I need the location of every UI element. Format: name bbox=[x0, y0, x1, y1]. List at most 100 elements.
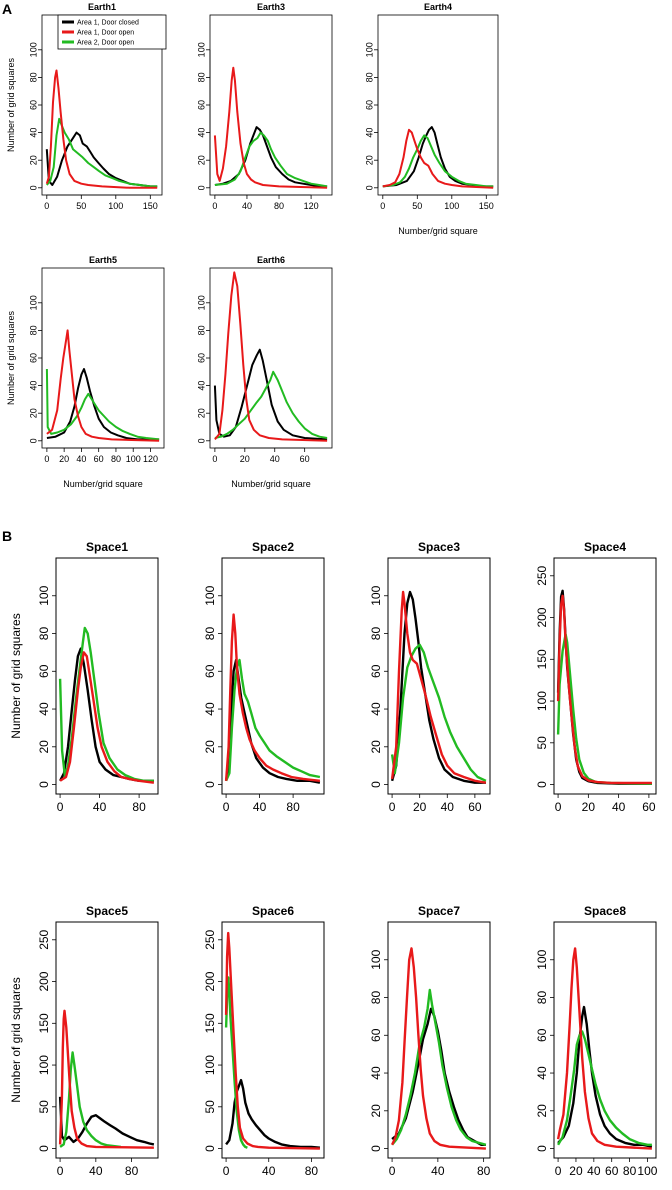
y-tick-label: 0 bbox=[203, 1145, 217, 1152]
y-tick-label: 0 bbox=[535, 781, 549, 788]
y-tick-label: 250 bbox=[203, 929, 217, 949]
series-line-open bbox=[391, 947, 486, 1150]
y-tick-label: 80 bbox=[369, 627, 383, 641]
chart-space3: Space3 0 20 40 60 0 20 40 60 80 100 bbox=[369, 540, 491, 814]
series-line-open bbox=[556, 947, 652, 1150]
x-tick-label: 0 bbox=[555, 800, 562, 814]
y-tick-label: 0 bbox=[364, 185, 374, 190]
chart-title: Earth4 bbox=[424, 2, 452, 12]
x-tick-label: 100 bbox=[126, 454, 141, 464]
series-line-area2 bbox=[557, 1030, 652, 1147]
y-tick-label: 60 bbox=[364, 100, 374, 110]
y-tick-label: 100 bbox=[196, 42, 206, 57]
series-line-open bbox=[59, 651, 155, 784]
series-line-area2 bbox=[45, 368, 160, 441]
y-tick-label: 40 bbox=[203, 702, 217, 716]
x-tick-label: 40 bbox=[262, 1164, 276, 1178]
x-tick-label: 20 bbox=[413, 800, 427, 814]
chart-earth4: Earth4 0 50 100 150 0 20 40 60 80 100 Number/grid s… bbox=[364, 2, 499, 236]
y-tick-label: 60 bbox=[369, 664, 383, 678]
y-tick-label: 50 bbox=[535, 736, 549, 750]
series-line-area2 bbox=[556, 633, 652, 785]
y-tick-label: 20 bbox=[28, 155, 38, 165]
chart-title: Space8 bbox=[584, 904, 626, 918]
y-tick-label: 100 bbox=[535, 949, 549, 969]
y-axis-label: Number of grid squares bbox=[6, 310, 16, 405]
x-tick-label: 40 bbox=[93, 800, 107, 814]
y-tick-label: 100 bbox=[37, 585, 51, 605]
y-tick-label: 200 bbox=[203, 971, 217, 991]
series-line-area2 bbox=[214, 131, 328, 188]
y-tick-label: 0 bbox=[196, 438, 206, 443]
x-tick-label: 40 bbox=[253, 800, 267, 814]
x-tick-label: 80 bbox=[274, 201, 284, 211]
y-tick-label: 60 bbox=[37, 664, 51, 678]
y-tick-label: 20 bbox=[535, 1104, 549, 1118]
x-tick-label: 60 bbox=[94, 454, 104, 464]
x-tick-label: 40 bbox=[441, 800, 455, 814]
y-axis-label: Number of grid squares bbox=[9, 977, 23, 1102]
chart-space7: Space704080020406080100Number/grid squar… bbox=[369, 904, 491, 1178]
y-tick-label: 100 bbox=[28, 42, 38, 57]
y-tick-label: 250 bbox=[535, 565, 549, 585]
x-tick-label: 100 bbox=[444, 201, 459, 211]
y-tick-label: 60 bbox=[203, 664, 217, 678]
y-tick-label: 80 bbox=[37, 627, 51, 641]
y-tick-label: 100 bbox=[28, 295, 38, 310]
y-tick-label: 80 bbox=[28, 72, 38, 82]
y-tick-label: 150 bbox=[37, 1013, 51, 1033]
series-line-area2 bbox=[382, 134, 494, 188]
y-tick-label: 40 bbox=[28, 128, 38, 138]
chart-space1: Space1 0 40 80 0 20 40 60 80 100 Number of grid sq… bbox=[9, 540, 159, 814]
chart-title: Space5 bbox=[86, 904, 128, 918]
x-tick-label: 0 bbox=[57, 800, 64, 814]
panel-label-a: A bbox=[2, 1, 12, 17]
x-tick-label: 40 bbox=[270, 454, 280, 464]
y-tick-label: 80 bbox=[203, 627, 217, 641]
chart-title: Space7 bbox=[418, 904, 460, 918]
y-tick-label: 40 bbox=[37, 702, 51, 716]
x-axis-label: Number/grid square bbox=[231, 479, 311, 489]
x-tick-label: 20 bbox=[582, 800, 596, 814]
chart-space8: Space8020406080100020406080100Number/gri… bbox=[535, 904, 658, 1178]
y-tick-label: 60 bbox=[28, 100, 38, 110]
y-tick-label: 100 bbox=[369, 585, 383, 605]
series-line-closed bbox=[390, 590, 486, 784]
chart-space5: Space5 0 40 80 0 50 100 150 200 250 Number of grid… bbox=[9, 904, 159, 1178]
chart-title: Space2 bbox=[252, 540, 294, 554]
y-tick-label: 100 bbox=[369, 949, 383, 969]
y-tick-label: 100 bbox=[364, 42, 374, 57]
y-tick-label: 150 bbox=[535, 649, 549, 669]
x-tick-label: 0 bbox=[389, 800, 396, 814]
y-tick-label: 100 bbox=[203, 1055, 217, 1075]
y-tick-label: 80 bbox=[369, 991, 383, 1005]
series-line-area2 bbox=[46, 117, 158, 188]
x-axis-label: Number/grid square bbox=[63, 479, 143, 489]
chart-title: Space1 bbox=[86, 540, 128, 554]
y-tick-label: 200 bbox=[37, 971, 51, 991]
chart-title: Earth1 bbox=[88, 2, 116, 12]
y-tick-label: 50 bbox=[37, 1100, 51, 1114]
y-tick-label: 20 bbox=[196, 408, 206, 418]
x-tick-label: 20 bbox=[240, 454, 250, 464]
legend-label-area2: Area 2, Door open bbox=[77, 40, 134, 47]
x-tick-label: 80 bbox=[477, 1164, 491, 1178]
chart-earth6: Earth6 0 20 40 60 0 20 40 60 80 100 Number/grid squ… bbox=[196, 255, 333, 489]
series-line-open bbox=[224, 613, 321, 782]
chart-title: Earth3 bbox=[257, 2, 285, 12]
x-tick-label: 0 bbox=[389, 1164, 396, 1178]
y-tick-label: 0 bbox=[369, 781, 383, 788]
y-tick-label: 0 bbox=[28, 185, 38, 190]
x-tick-label: 50 bbox=[412, 201, 422, 211]
x-tick-label: 0 bbox=[57, 1164, 64, 1178]
x-tick-label: 100 bbox=[637, 1164, 657, 1178]
y-tick-label: 0 bbox=[535, 1145, 549, 1152]
chart-title: Earth6 bbox=[257, 255, 285, 265]
y-tick-label: 60 bbox=[369, 1028, 383, 1042]
y-tick-label: 80 bbox=[364, 72, 374, 82]
chart-space6: Space604080050100150200250Number/grid sq… bbox=[203, 904, 325, 1178]
series-line-open bbox=[224, 931, 320, 1150]
series-line-open bbox=[556, 594, 652, 785]
y-tick-label: 20 bbox=[364, 155, 374, 165]
y-tick-label: 20 bbox=[196, 155, 206, 165]
